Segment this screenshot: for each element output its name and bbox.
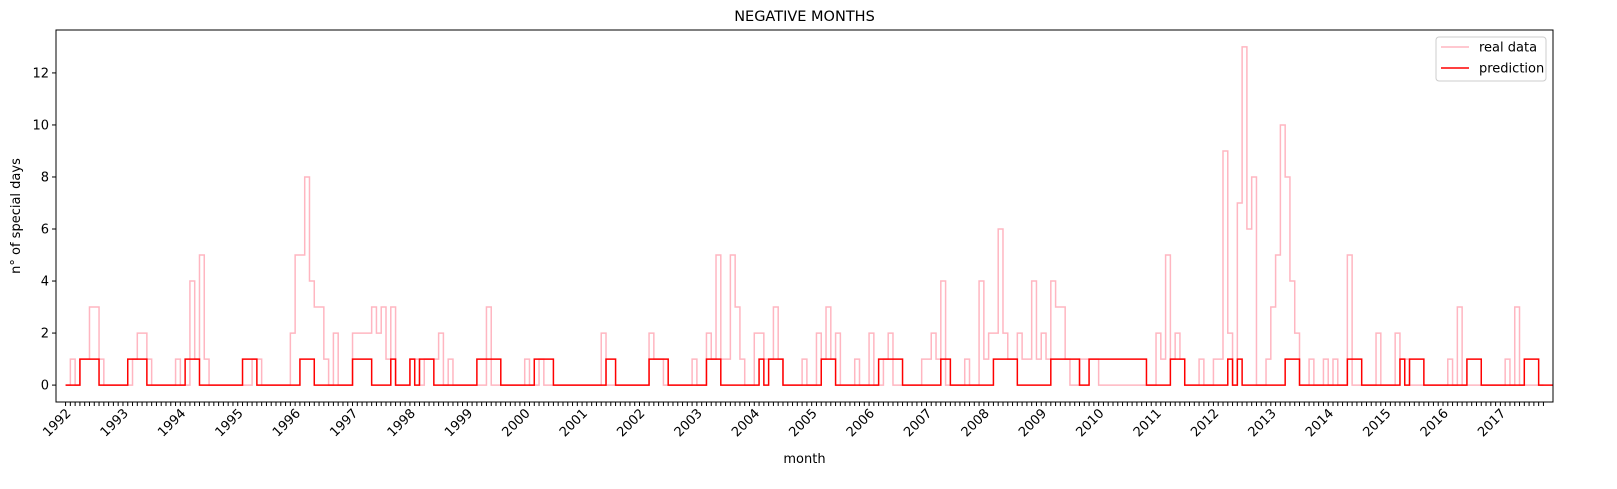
- y-tick-label: 8: [41, 170, 49, 185]
- x-tick-label: 1999: [442, 406, 476, 440]
- x-tick-label: 2016: [1418, 406, 1452, 440]
- x-axis: 1992 1993 1994 1995 1996 1997 1998 1999 2000 2001…: [40, 402, 1544, 440]
- x-tick-label: 2004: [729, 406, 763, 440]
- legend: real data prediction: [1435, 36, 1547, 82]
- x-tick-label: 1995: [213, 406, 247, 440]
- x-tick-label: 2010: [1073, 406, 1107, 440]
- legend-label-prediction: prediction: [1479, 62, 1544, 77]
- x-tick-label: 2006: [844, 406, 878, 440]
- x-tick-label: 2013: [1246, 406, 1280, 440]
- y-tick-label: 4: [41, 275, 49, 290]
- y-tick-label: 0: [41, 379, 49, 394]
- x-tick-label: 2017: [1475, 406, 1509, 440]
- legend-box: [1435, 36, 1547, 82]
- legend-label-real-data: real data: [1479, 41, 1537, 56]
- y-axis: 0 2 4 6 8 10 12: [32, 66, 56, 394]
- x-tick-label: 2009: [1016, 406, 1050, 440]
- x-tick-label: 2015: [1360, 406, 1394, 440]
- x-tick-label: 1997: [327, 406, 361, 440]
- plot-frame: [55, 29, 1554, 403]
- x-tick-label: 1993: [98, 406, 132, 440]
- x-tick-label: 2014: [1303, 406, 1337, 440]
- x-tick-label: 1996: [270, 406, 304, 440]
- x-tick-label: 1994: [155, 406, 189, 440]
- series-line-prediction: [65, 358, 1553, 386]
- x-tick-label: 1992: [40, 406, 74, 440]
- y-tick-label: 12: [32, 66, 49, 81]
- x-tick-label: 2007: [901, 406, 935, 440]
- x-axis-label: month: [783, 452, 825, 467]
- y-tick-label: 2: [41, 327, 49, 342]
- series-line-real-data: [65, 46, 1544, 386]
- x-tick-label: 1998: [385, 406, 419, 440]
- x-tick-label: 2008: [959, 406, 993, 440]
- x-tick-label: 2003: [672, 406, 706, 440]
- chart-title: NEGATIVE MONTHS: [734, 9, 875, 25]
- x-tick-label: 2002: [614, 406, 648, 440]
- x-tick-label: 2000: [500, 406, 534, 440]
- x-tick-label: 2012: [1188, 406, 1222, 440]
- y-tick-label: 6: [41, 223, 49, 238]
- y-axis-label: n° of special days: [9, 158, 24, 274]
- x-tick-label: 2011: [1131, 406, 1165, 440]
- x-tick-label: 2001: [557, 406, 591, 440]
- y-tick-label: 10: [32, 118, 49, 133]
- x-tick-label: 2005: [786, 406, 820, 440]
- series-layer: [65, 46, 1553, 386]
